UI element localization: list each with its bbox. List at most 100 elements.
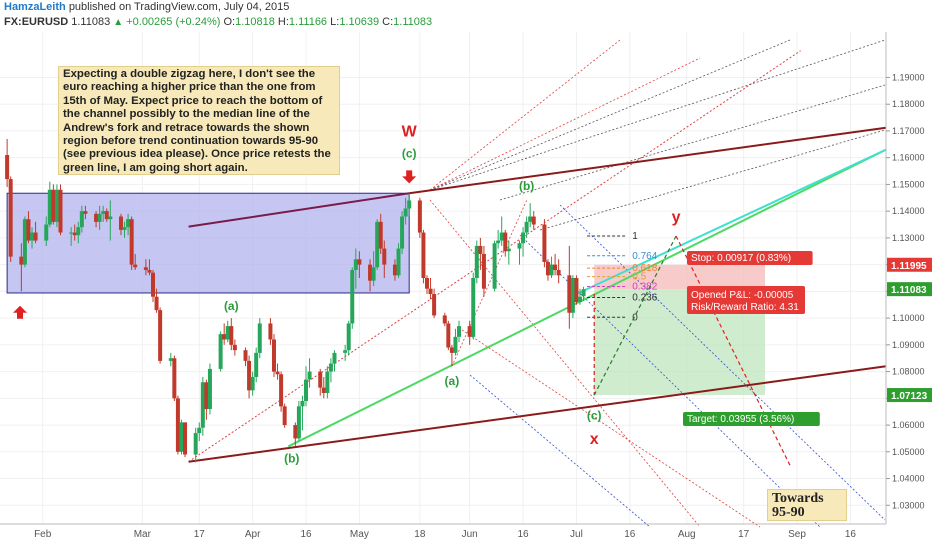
candle-body — [428, 288, 433, 295]
price-flag — [887, 257, 932, 272]
price-flag-label: 1.11995 — [891, 261, 927, 272]
candle-body — [521, 232, 526, 244]
candle-body — [424, 278, 429, 289]
candle-body — [232, 344, 237, 351]
candle-body — [218, 334, 223, 369]
candle-body — [542, 224, 547, 262]
candle-body — [481, 253, 486, 289]
price-axis[interactable]: 1.19000 1.18000 1.17000 1.16000 1.15000 1.140… — [885, 32, 932, 524]
candle-body — [442, 315, 447, 324]
candle-body — [353, 259, 358, 270]
candle-body — [58, 189, 63, 233]
candle-body — [126, 219, 131, 228]
up-arrow-icon — [13, 305, 27, 319]
wave-label: (a) — [445, 374, 460, 388]
time-axis[interactable]: Feb Mar 17 Apr 16 May 18 Jun 16 Jul 16 Aug 17 Sep 16 — [0, 523, 886, 540]
candle-body — [446, 323, 451, 348]
candle-body — [33, 232, 38, 241]
candle-body — [492, 243, 497, 289]
candle-body — [179, 422, 184, 452]
candle-body — [474, 245, 479, 278]
time-tick-label: 16 — [624, 529, 636, 540]
price-tick-label: 1.06000 — [892, 420, 925, 430]
candle-body — [133, 264, 138, 268]
candle-body — [421, 232, 426, 278]
candle-body — [147, 269, 152, 273]
candle-body — [457, 326, 462, 337]
time-tick-label: 18 — [414, 529, 426, 540]
low-value: 1.10639 — [339, 16, 380, 28]
price-flag — [887, 388, 932, 403]
price-flag-label: 1.11083 — [891, 285, 927, 296]
candle-body — [478, 245, 483, 254]
candle-body — [449, 347, 454, 353]
candle-body — [76, 227, 81, 236]
close-label: C: — [382, 16, 394, 28]
price-tick-label: 1.05000 — [892, 447, 925, 457]
candle-body — [407, 200, 412, 209]
candle-body — [30, 232, 35, 241]
candle-body — [471, 278, 476, 337]
candle-body — [343, 350, 348, 353]
candle-body — [332, 352, 337, 364]
target-label-bg — [683, 412, 820, 426]
candle-body — [5, 155, 10, 180]
candle-body — [83, 211, 88, 214]
time-tick-label: 16 — [300, 529, 312, 540]
price-flag — [887, 282, 932, 297]
stop-label: Stop: 0.00917 (0.83%) — [691, 253, 791, 264]
candle-body — [368, 264, 373, 281]
candle-body — [574, 278, 579, 303]
time-tick-label: 17 — [738, 529, 750, 540]
high-value: 1.11166 — [288, 16, 328, 28]
candle-body — [556, 269, 561, 276]
price-tick-label: 1.19000 — [892, 72, 925, 82]
wave-label: W — [402, 123, 418, 140]
candle-body — [350, 269, 355, 324]
candle-body — [524, 221, 529, 233]
candle-body — [453, 336, 458, 353]
candle-body — [346, 323, 351, 351]
candle-body — [403, 208, 408, 217]
wave-label: y — [672, 209, 681, 226]
candle-body — [282, 406, 287, 426]
candle-body — [122, 227, 127, 230]
fib-label: 0.5 — [632, 272, 646, 283]
candle-body — [268, 323, 273, 340]
green-trend-line — [287, 148, 887, 448]
candle-body — [581, 289, 586, 297]
fork-line — [429, 39, 791, 191]
up-triangle-icon: ▲ — [113, 17, 124, 28]
pnl-label-bg — [687, 286, 805, 314]
candle-body — [432, 294, 437, 316]
fork-diag-line — [469, 374, 651, 528]
header-line-1: HamzaLeith published on TradingView.com,… — [4, 1, 289, 13]
time-tick-label: 17 — [194, 529, 206, 540]
fib-label: 0.236 — [632, 293, 657, 304]
open-label: O: — [223, 16, 236, 28]
towards-note: Towards 95-90 — [767, 489, 847, 521]
candle-body — [279, 374, 284, 407]
close-value: 1.11083 — [393, 16, 433, 28]
price-tick-label: 1.03000 — [892, 500, 925, 510]
time-tick-label: Jun — [462, 529, 478, 540]
published-text: published on TradingView.com, July 04, 2… — [68, 1, 290, 13]
price-flag-label: 1.07123 — [891, 391, 928, 402]
symbol-label[interactable]: FX:EURUSD — [4, 16, 69, 28]
candle-body — [243, 350, 248, 361]
high-label: H: — [277, 16, 289, 28]
candle-body — [392, 264, 397, 276]
candle-body — [496, 240, 501, 244]
candle-body — [325, 371, 330, 393]
fork-diag-line — [429, 199, 701, 528]
candle-body — [417, 200, 422, 233]
author-link[interactable]: HamzaLeith — [4, 1, 66, 13]
candle-body — [97, 213, 102, 222]
time-tick-label: May — [350, 529, 369, 540]
fib-label: 1 — [632, 231, 638, 242]
candle-body — [207, 368, 212, 410]
time-tick-label: Mar — [134, 529, 152, 540]
fork-line — [499, 84, 886, 201]
candle-body — [328, 363, 333, 372]
candle-body — [183, 422, 188, 455]
